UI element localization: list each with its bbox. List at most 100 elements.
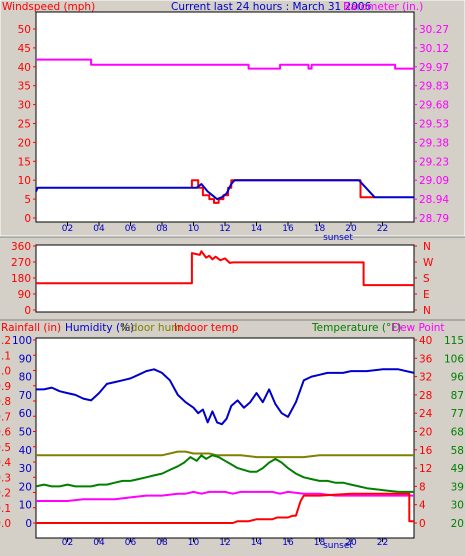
rain-tick-10: 1.0 — [0, 366, 11, 378]
wind-dir-tick-0: 0 — [24, 305, 31, 317]
humidity-tick-7: 70 — [19, 390, 32, 402]
humidity-tick-10: 100 — [12, 335, 32, 347]
indoor-temp-tick-0: 0 — [419, 518, 426, 530]
barometer-tick-5: 29.53 — [419, 119, 449, 131]
x-tick-1-9: 20 — [345, 224, 357, 234]
indoor-temp-tick-2: 8 — [419, 481, 426, 493]
legend-rainfall: Rainfall (in) — [1, 322, 61, 334]
x-tick-1-3: 08 — [156, 224, 168, 234]
windspeed-axis-label: Windspeed (mph) — [2, 1, 95, 13]
rain-tick-4: 0.4 — [0, 457, 11, 469]
outdoor-temp-tick-0: 20 — [451, 518, 464, 530]
humidity-tick-8: 80 — [19, 372, 32, 384]
barometer-tick-4: 29.38 — [419, 137, 449, 149]
humidity-tick-5: 50 — [19, 427, 32, 439]
barometer-tick-1: 28.94 — [419, 194, 449, 206]
windspeed-tick-3: 15 — [18, 156, 31, 168]
barometer-tick-9: 30.12 — [419, 43, 449, 55]
x-tick-3-0: 02 — [62, 538, 73, 548]
humidity-tick-3: 30 — [19, 463, 32, 475]
legend-temperature: Temperature (°F) — [311, 322, 401, 334]
x-tick-3-2: 06 — [125, 538, 137, 548]
x-tick-1-7: 16 — [282, 224, 294, 234]
windspeed-tick-7: 35 — [18, 81, 31, 93]
humidity-tick-2: 20 — [19, 481, 32, 493]
wind-dir-tick-3: 270 — [11, 257, 31, 269]
wind-dir-tick-1: 90 — [18, 289, 31, 301]
x-tick-3-5: 12 — [219, 538, 230, 548]
rain-tick-2: 0.2 — [0, 488, 11, 500]
legend-dew-point: Dew Point — [392, 322, 445, 334]
x-tick-3-6: 14 — [251, 538, 263, 548]
indoor-temp-tick-3: 12 — [419, 463, 432, 475]
humidity-tick-6: 60 — [19, 408, 32, 420]
legend-humidity: Humidity (%) — [65, 322, 134, 334]
windspeed-tick-10: 50 — [18, 24, 31, 36]
x-tick-1-0: 02 — [62, 224, 73, 234]
outdoor-temp-tick-8: 96 — [451, 372, 465, 384]
x-tick-3-7: 16 — [282, 538, 294, 548]
indoor-temp-tick-9: 36 — [419, 353, 433, 365]
outdoor-temp-tick-10: 115 — [444, 335, 464, 347]
panel-1-series-0 — [36, 58, 414, 70]
wind-dir-tick-4: 360 — [11, 241, 31, 253]
indoor-temp-tick-8: 32 — [419, 372, 432, 384]
rain-tick-8: 0.8 — [0, 396, 11, 408]
rain-tick-1: 0.1 — [0, 503, 11, 515]
barometer-tick-10: 30.27 — [419, 24, 449, 36]
panel-3-plot — [35, 337, 415, 539]
windspeed-tick-8: 40 — [18, 62, 31, 74]
outdoor-temp-tick-9: 106 — [444, 353, 464, 365]
windspeed-tick-5: 25 — [18, 119, 31, 131]
panel-2-series-0 — [36, 250, 414, 287]
x-tick-3-4: 10 — [188, 538, 200, 548]
rain-tick-5: 0.5 — [0, 442, 11, 454]
barometer-tick-6: 29.68 — [419, 100, 449, 112]
panel-3-series-rainfall-in- — [36, 492, 414, 524]
panel-2-plot — [35, 244, 415, 313]
windspeed-tick-4: 20 — [18, 137, 31, 149]
rain-tick-3: 0.3 — [0, 472, 11, 484]
rain-tick-0: 0.0 — [0, 518, 11, 530]
x-tick-1-5: 12 — [219, 224, 230, 234]
windspeed-tick-2: 10 — [18, 175, 31, 187]
x-tick-1-4: 10 — [188, 224, 200, 234]
indoor-temp-tick-10: 40 — [419, 335, 432, 347]
outdoor-temp-tick-2: 39 — [451, 481, 464, 493]
outdoor-temp-tick-7: 87 — [451, 390, 464, 402]
barometer-tick-0: 28.79 — [419, 213, 449, 225]
windspeed-tick-1: 5 — [24, 194, 31, 206]
barometer-tick-7: 29.83 — [419, 81, 449, 93]
rain-tick-7: 0.7 — [0, 411, 11, 423]
humidity-tick-4: 40 — [19, 445, 32, 457]
outdoor-temp-tick-4: 58 — [451, 445, 464, 457]
rain-tick-6: 0.6 — [0, 427, 11, 439]
barometer-tick-2: 29.09 — [419, 175, 449, 187]
windspeed-tick-9: 45 — [18, 43, 31, 55]
barometer-tick-8: 29.97 — [419, 62, 449, 74]
windspeed-tick-0: 0 — [24, 213, 31, 225]
axis-ticks: 0 5 10 15 20 25 30 35 40 45 50 28.79 28.94 29.09 29.23… — [0, 24, 464, 548]
x-tick-3-10: 22 — [377, 538, 388, 548]
outdoor-temp-tick-3: 49 — [451, 463, 464, 475]
rain-tick-12: 1.2 — [0, 335, 11, 347]
compass-tick-0: N — [423, 305, 431, 317]
barometer-tick-3: 29.23 — [419, 156, 449, 168]
legend-indoor-hum: Indoor hum — [121, 322, 181, 334]
compass-tick-4: N — [423, 241, 431, 253]
humidity-tick-0: 0 — [25, 518, 32, 530]
rain-tick-9: 0.9 — [0, 381, 11, 393]
windspeed-tick-6: 30 — [18, 100, 31, 112]
humidity-tick-9: 90 — [19, 353, 32, 365]
humidity-tick-1: 10 — [19, 500, 32, 512]
panel-1-series-2 — [35, 179, 414, 201]
wind-dir-tick-2: 180 — [11, 273, 31, 285]
indoor-temp-tick-5: 20 — [419, 427, 432, 439]
x-tick-1-2: 06 — [125, 224, 137, 234]
x-tick-1-10: 22 — [377, 224, 388, 234]
compass-tick-1: E — [423, 289, 430, 301]
indoor-temp-tick-7: 28 — [419, 390, 432, 402]
sunset-label-1: sunset — [323, 233, 353, 243]
outdoor-temp-tick-6: 77 — [451, 408, 464, 420]
